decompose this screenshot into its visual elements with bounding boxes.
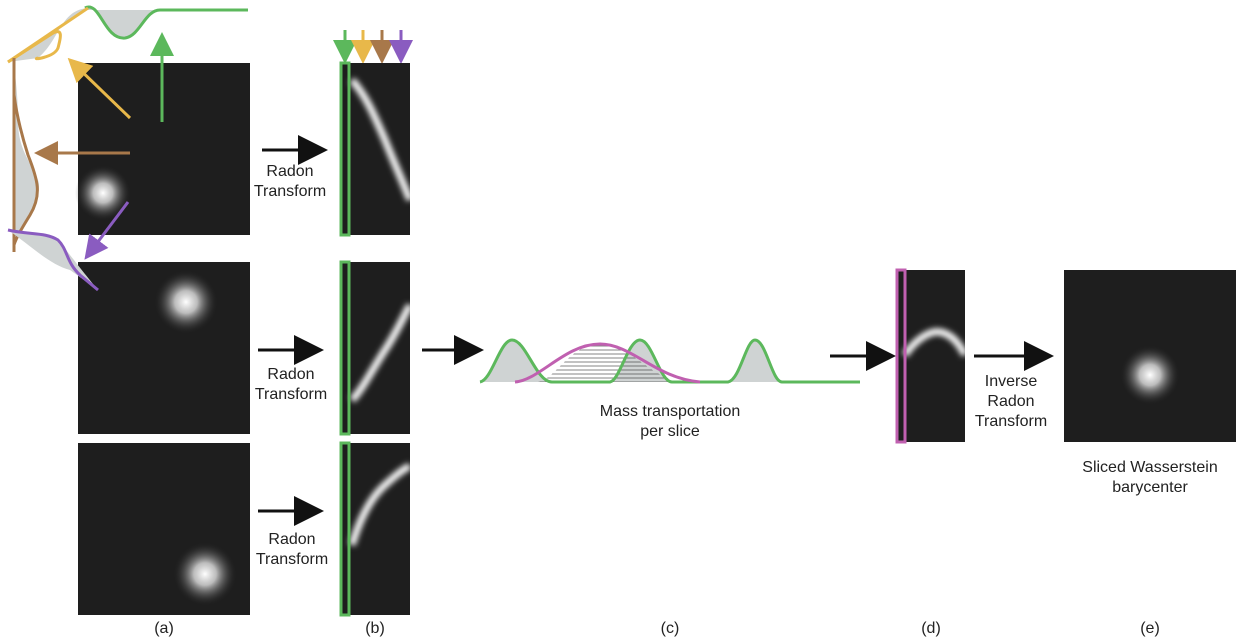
panel-label-a: (a)	[154, 620, 174, 637]
sinogram-2	[339, 260, 414, 436]
slice-distributions	[479, 338, 860, 384]
sinogram-1	[339, 61, 414, 237]
sinogram-3	[339, 441, 412, 617]
radon-label-1-line1: Radon	[266, 163, 314, 180]
radon-label-2-line2: Transform	[254, 386, 328, 403]
result-label: Sliced Wasserstein barycenter	[1055, 458, 1240, 498]
radon-label-3-line1: Radon	[268, 531, 316, 548]
panel-label-b: (b)	[365, 620, 385, 637]
projection-yellow	[7, 6, 132, 120]
panel-label-e: (e)	[1140, 620, 1160, 637]
radon-label-1-line2: Transform	[253, 183, 327, 200]
input-image-3	[78, 443, 250, 615]
panel-label-c: (c)	[660, 620, 680, 637]
radon-label-2-line1: Radon	[267, 366, 315, 383]
mass-transport-line2: per slice	[640, 423, 700, 440]
inverse-radon-label: Inverse Radon Transform	[966, 372, 1056, 432]
mass-transport-line1: Mass transportation	[599, 403, 741, 420]
input-image-1	[75, 63, 250, 235]
projection-green	[84, 5, 248, 122]
barycenter-image	[1064, 270, 1236, 442]
projection-purple	[7, 201, 130, 292]
barycenter-sinogram	[895, 268, 969, 444]
input-image-2	[78, 262, 250, 434]
panel-label-d: (d)	[921, 620, 941, 637]
inverse-radon-line2: Radon	[987, 393, 1035, 410]
radon-label-2: Radon Transform	[241, 365, 341, 405]
radon-label-1: Radon Transform	[240, 162, 340, 202]
radon-label-3-line2: Transform	[255, 551, 329, 568]
result-label-line1: Sliced Wasserstein	[1082, 459, 1218, 476]
direction-arrows	[333, 30, 413, 64]
mass-transport-label: Mass transportation per slice	[560, 402, 780, 442]
radon-label-3: Radon Transform	[242, 530, 342, 570]
inverse-radon-line3: Transform	[974, 413, 1048, 430]
inverse-radon-line1: Inverse	[984, 373, 1038, 390]
result-label-line2: barycenter	[1112, 479, 1188, 496]
